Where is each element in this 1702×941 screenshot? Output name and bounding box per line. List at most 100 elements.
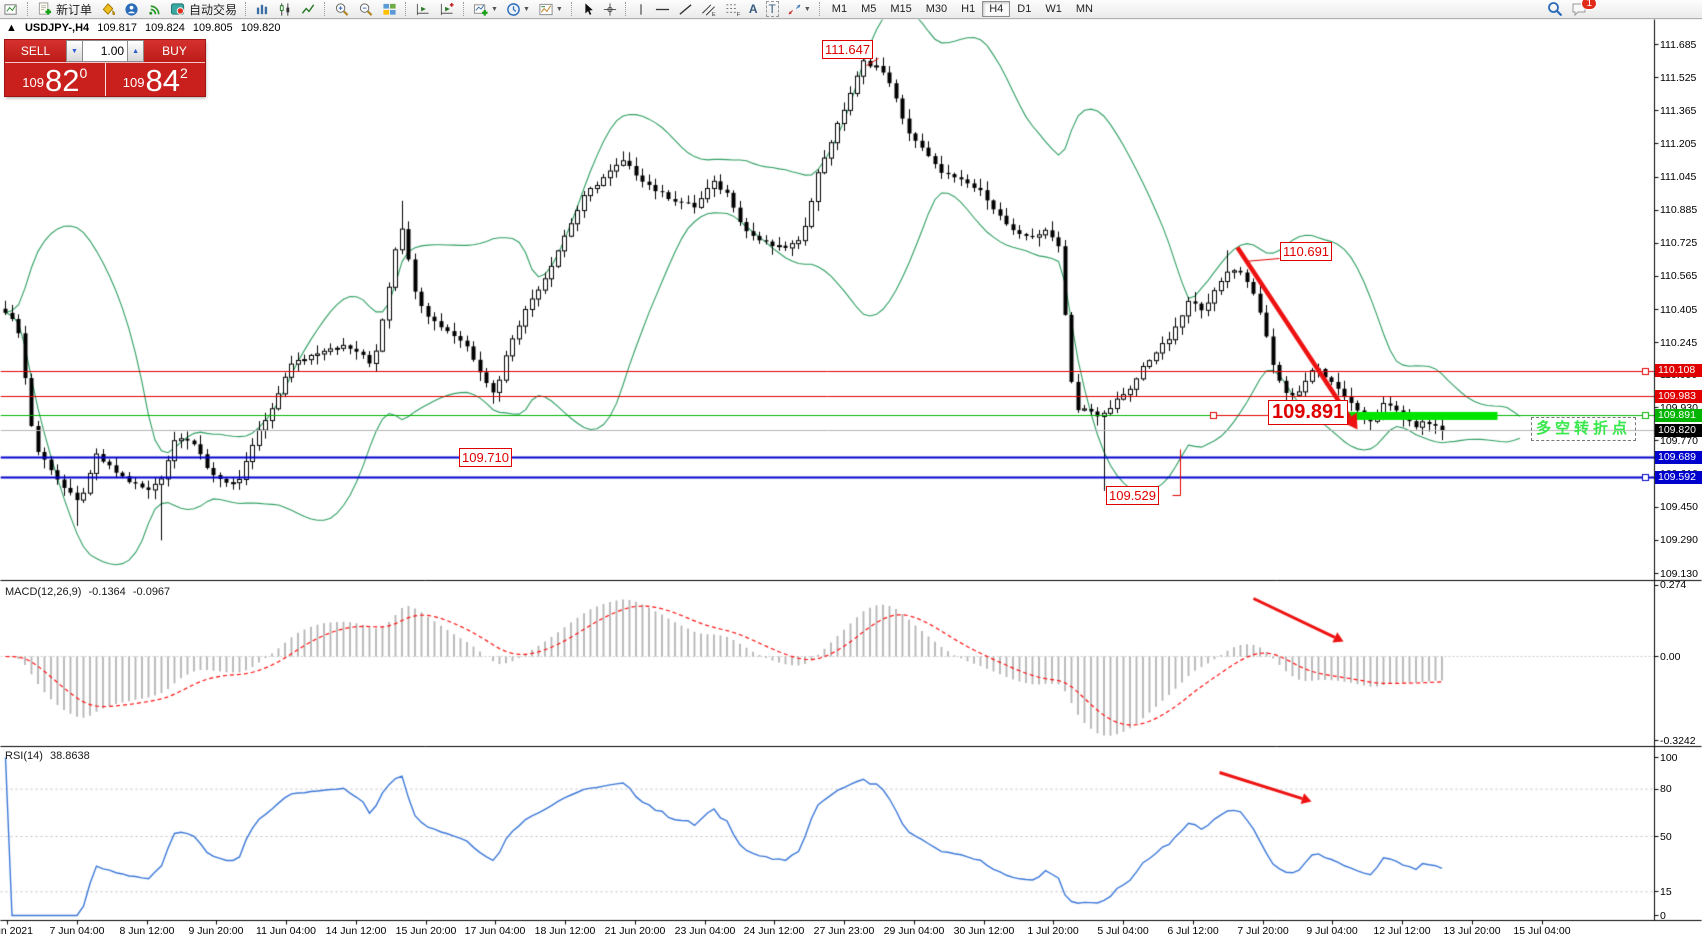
new-chart-icon: [4, 3, 17, 15]
line-chart-button[interactable]: [298, 1, 319, 17]
new-order-button[interactable]: 新订单: [34, 1, 95, 17]
time-label: 27 Jun 23:00: [813, 925, 875, 937]
rsi-axis-label: 0: [1660, 909, 1666, 922]
buy-price-big: 84: [145, 63, 180, 98]
vertical-line-tool-button[interactable]: [632, 1, 650, 17]
sell-button[interactable]: SELL: [5, 40, 66, 62]
buy-button[interactable]: BUY: [144, 40, 206, 62]
fibonacci-icon: F: [726, 3, 741, 17]
spin-up-icon: ▲: [132, 47, 139, 55]
price-tick: 111.525: [1660, 71, 1697, 84]
arrows-icon: [788, 3, 801, 15]
rsi-axis-label: 80: [1660, 783, 1672, 796]
chart-annotation[interactable]: 多空转折点: [1531, 417, 1637, 441]
crosshair-tool-button[interactable]: [600, 1, 620, 17]
text-tool-button[interactable]: A: [746, 1, 761, 17]
new-order-icon: [38, 1, 52, 15]
buy-price[interactable]: 109 84 2: [106, 63, 206, 96]
timeframe-button-d1[interactable]: D1: [1017, 3, 1032, 15]
chart-annotation[interactable]: 109.710: [459, 448, 512, 467]
equidistant-channel-tool-button[interactable]: E: [698, 1, 720, 17]
timeframe-button-h1[interactable]: H1: [961, 3, 976, 15]
fibonacci-tool-button[interactable]: F: [722, 1, 744, 17]
chart-styler-button[interactable]: [97, 1, 119, 17]
price-badge: 109.983: [1655, 389, 1702, 403]
line-chart-icon: [301, 3, 315, 14]
chart-shift-button[interactable]: [436, 1, 458, 17]
tile-windows-icon: [383, 3, 396, 15]
candlestick-chart-button[interactable]: [275, 1, 296, 17]
time-label: 13 Jul 20:00: [1443, 925, 1501, 937]
zoom-in-icon: [335, 2, 349, 16]
buy-price-sup: 2: [179, 65, 188, 81]
signals-button[interactable]: [144, 1, 165, 17]
buy-price-prefix: 109: [122, 75, 145, 90]
collapse-arrow-icon[interactable]: ▲: [6, 22, 17, 34]
time-label: 30 Jun 12:00: [953, 925, 1015, 937]
rsi-label: RSI(14) 38.8638: [5, 750, 94, 762]
chevron-down-icon: ▼: [522, 5, 530, 13]
autotrading-button[interactable]: 自动交易: [167, 1, 240, 17]
chart-annotation[interactable]: 109.891: [1268, 400, 1349, 425]
bar-chart-button[interactable]: [252, 1, 273, 17]
macd-axis-label: 0.00: [1660, 650, 1681, 663]
timeframe-button-m5[interactable]: M5: [861, 3, 877, 15]
arrows-tool-button[interactable]: ▼: [784, 1, 814, 17]
macd-axis-label: 0.274: [1660, 579, 1687, 592]
new-chart-button[interactable]: [1, 1, 22, 17]
toolbar-separator: [324, 2, 326, 16]
time-label: 17 Jun 04:00: [464, 925, 526, 937]
cursor-tool-button[interactable]: [578, 1, 598, 17]
chevron-down-icon: ▼: [803, 5, 811, 13]
price-badge: 109.820: [1655, 423, 1702, 437]
price-tick: 111.205: [1660, 137, 1697, 150]
main-toolbar: 新订单 自动交易: [0, 0, 1702, 19]
signals-icon: [149, 4, 160, 15]
timeframe-button-m30[interactable]: M30: [925, 3, 948, 15]
periods-button[interactable]: ▼: [503, 1, 533, 17]
volume-down-button[interactable]: ▼: [66, 40, 83, 62]
toolbar-separator: [570, 2, 573, 16]
zoom-out-button[interactable]: [355, 1, 377, 17]
label-tool-button[interactable]: T: [763, 1, 782, 17]
search-button[interactable]: [1544, 1, 1566, 17]
templates-icon: [539, 3, 553, 15]
bar-chart-icon: [256, 4, 268, 14]
volume-input[interactable]: 1.00: [82, 40, 128, 62]
sell-price-sup: 0: [79, 65, 88, 81]
price-badge: 109.689: [1655, 450, 1702, 464]
auto-scroll-button[interactable]: [412, 1, 434, 17]
price-tick: 110.565: [1660, 270, 1698, 283]
price-tick: 109.130: [1660, 567, 1698, 580]
tile-windows-button[interactable]: [379, 1, 400, 17]
price-tick: 110.725: [1660, 237, 1698, 250]
indicators-button[interactable]: ▼: [470, 1, 501, 17]
chart-annotation[interactable]: 110.691: [1280, 242, 1333, 261]
templates-button[interactable]: ▼: [535, 1, 566, 17]
timeframe-button-h4[interactable]: H4: [982, 1, 1011, 17]
toolbar-separator: [818, 2, 821, 16]
chat-button[interactable]: 1: [1568, 0, 1597, 17]
time-label: 7 Jul 20:00: [1237, 925, 1289, 937]
time-label: 9 Jun 20:00: [188, 925, 244, 937]
timeframe-button-m15[interactable]: M15: [890, 3, 912, 15]
timeframe-button-m1[interactable]: M1: [831, 3, 848, 15]
trendline-tool-button[interactable]: [675, 1, 696, 17]
sell-price[interactable]: 109 82 0: [5, 63, 106, 96]
chart-annotation[interactable]: 111.647: [822, 40, 874, 59]
price-badge: 110.108: [1655, 364, 1702, 377]
new-order-label: 新订单: [56, 2, 93, 17]
equidistant-channel-icon: E: [701, 3, 716, 17]
text-tool-label: A: [748, 2, 758, 16]
one-click-trading-panel: SELL ▼ 1.00 ▲ BUY 109 82 0 109 84 2: [5, 40, 206, 96]
community-button[interactable]: [121, 1, 142, 17]
timeframe-button-w1[interactable]: W1: [1045, 3, 1062, 15]
macd-value-main: -0.1364: [88, 586, 126, 598]
timeframe-button-mn[interactable]: MN: [1075, 3, 1093, 15]
volume-up-button[interactable]: ▲: [127, 40, 145, 62]
chart-annotation[interactable]: 109.529: [1106, 486, 1159, 505]
zoom-in-button[interactable]: [331, 1, 353, 17]
horizontal-line-tool-button[interactable]: [652, 1, 673, 17]
